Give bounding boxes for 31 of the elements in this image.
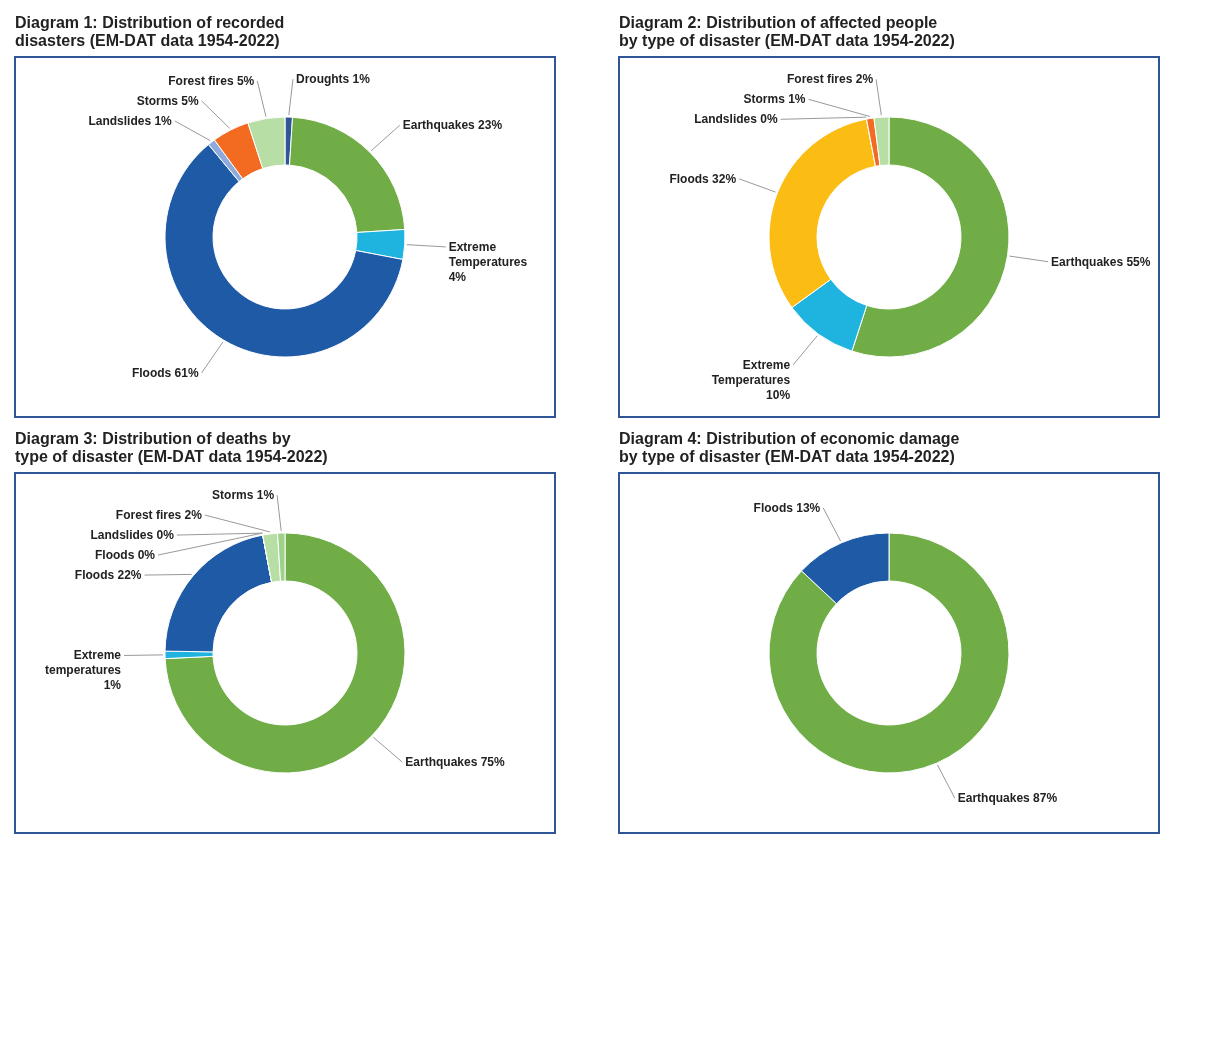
slice-label: Forest fires 2% [115, 508, 203, 523]
category-label: Floods 0% [94, 548, 155, 563]
chart-title: Diagram 2: Distribution of affected people by type of disaster (EM-DAT data 1954-2022) [619, 14, 955, 49]
slice-label: Floods 32% [669, 171, 737, 186]
data-label: 10% [766, 387, 791, 402]
chart-title: Diagram 1: Distribution of recorded disasters (EM-DAT data 1954-2022) [15, 14, 285, 49]
slice-label: Forest fires 2% [787, 72, 874, 87]
donut-slice [164, 144, 404, 358]
slice-label: Forest fires 5% [168, 73, 255, 88]
data-label: 4% [448, 269, 467, 284]
chart-title: Diagram 4: Distribution of economic damage by type of disaster (EM-DAT data 1954-2022) [619, 430, 960, 465]
slice-label: Floods 13% [753, 500, 821, 515]
slice-label: Earthquakes 55% [1051, 254, 1151, 269]
slice-label: Earthquakes 75% [405, 755, 506, 770]
slice-label: Extreme temperatures [44, 648, 122, 678]
slice-label: Storms 5% [136, 93, 199, 108]
chart-title: Diagram 3: Distribution of deaths by type of disaster (EM-DAT data 1954-2022) [15, 430, 328, 465]
category-label: Landslides 0% [90, 528, 174, 543]
slice-label: Droughts 1% [295, 72, 371, 87]
donut-slice [768, 532, 1010, 774]
slice-label: Extreme Temperatures [448, 239, 528, 269]
slice-label: Earthquakes 23% [402, 118, 503, 133]
slice-label: Extreme Temperatures [711, 357, 791, 387]
data-label: 1% [103, 678, 122, 693]
category-label: Landslides 0% [694, 112, 778, 127]
slice-label: Floods 61% [131, 366, 199, 380]
slice-label: Storms 1% [212, 488, 275, 503]
slice-label: Earthquakes 87% [957, 791, 1058, 806]
slice-label: Landslides 1% [88, 113, 173, 128]
slice-label: Floods 22% [74, 568, 142, 583]
slice-label: Storms 1% [743, 92, 806, 107]
